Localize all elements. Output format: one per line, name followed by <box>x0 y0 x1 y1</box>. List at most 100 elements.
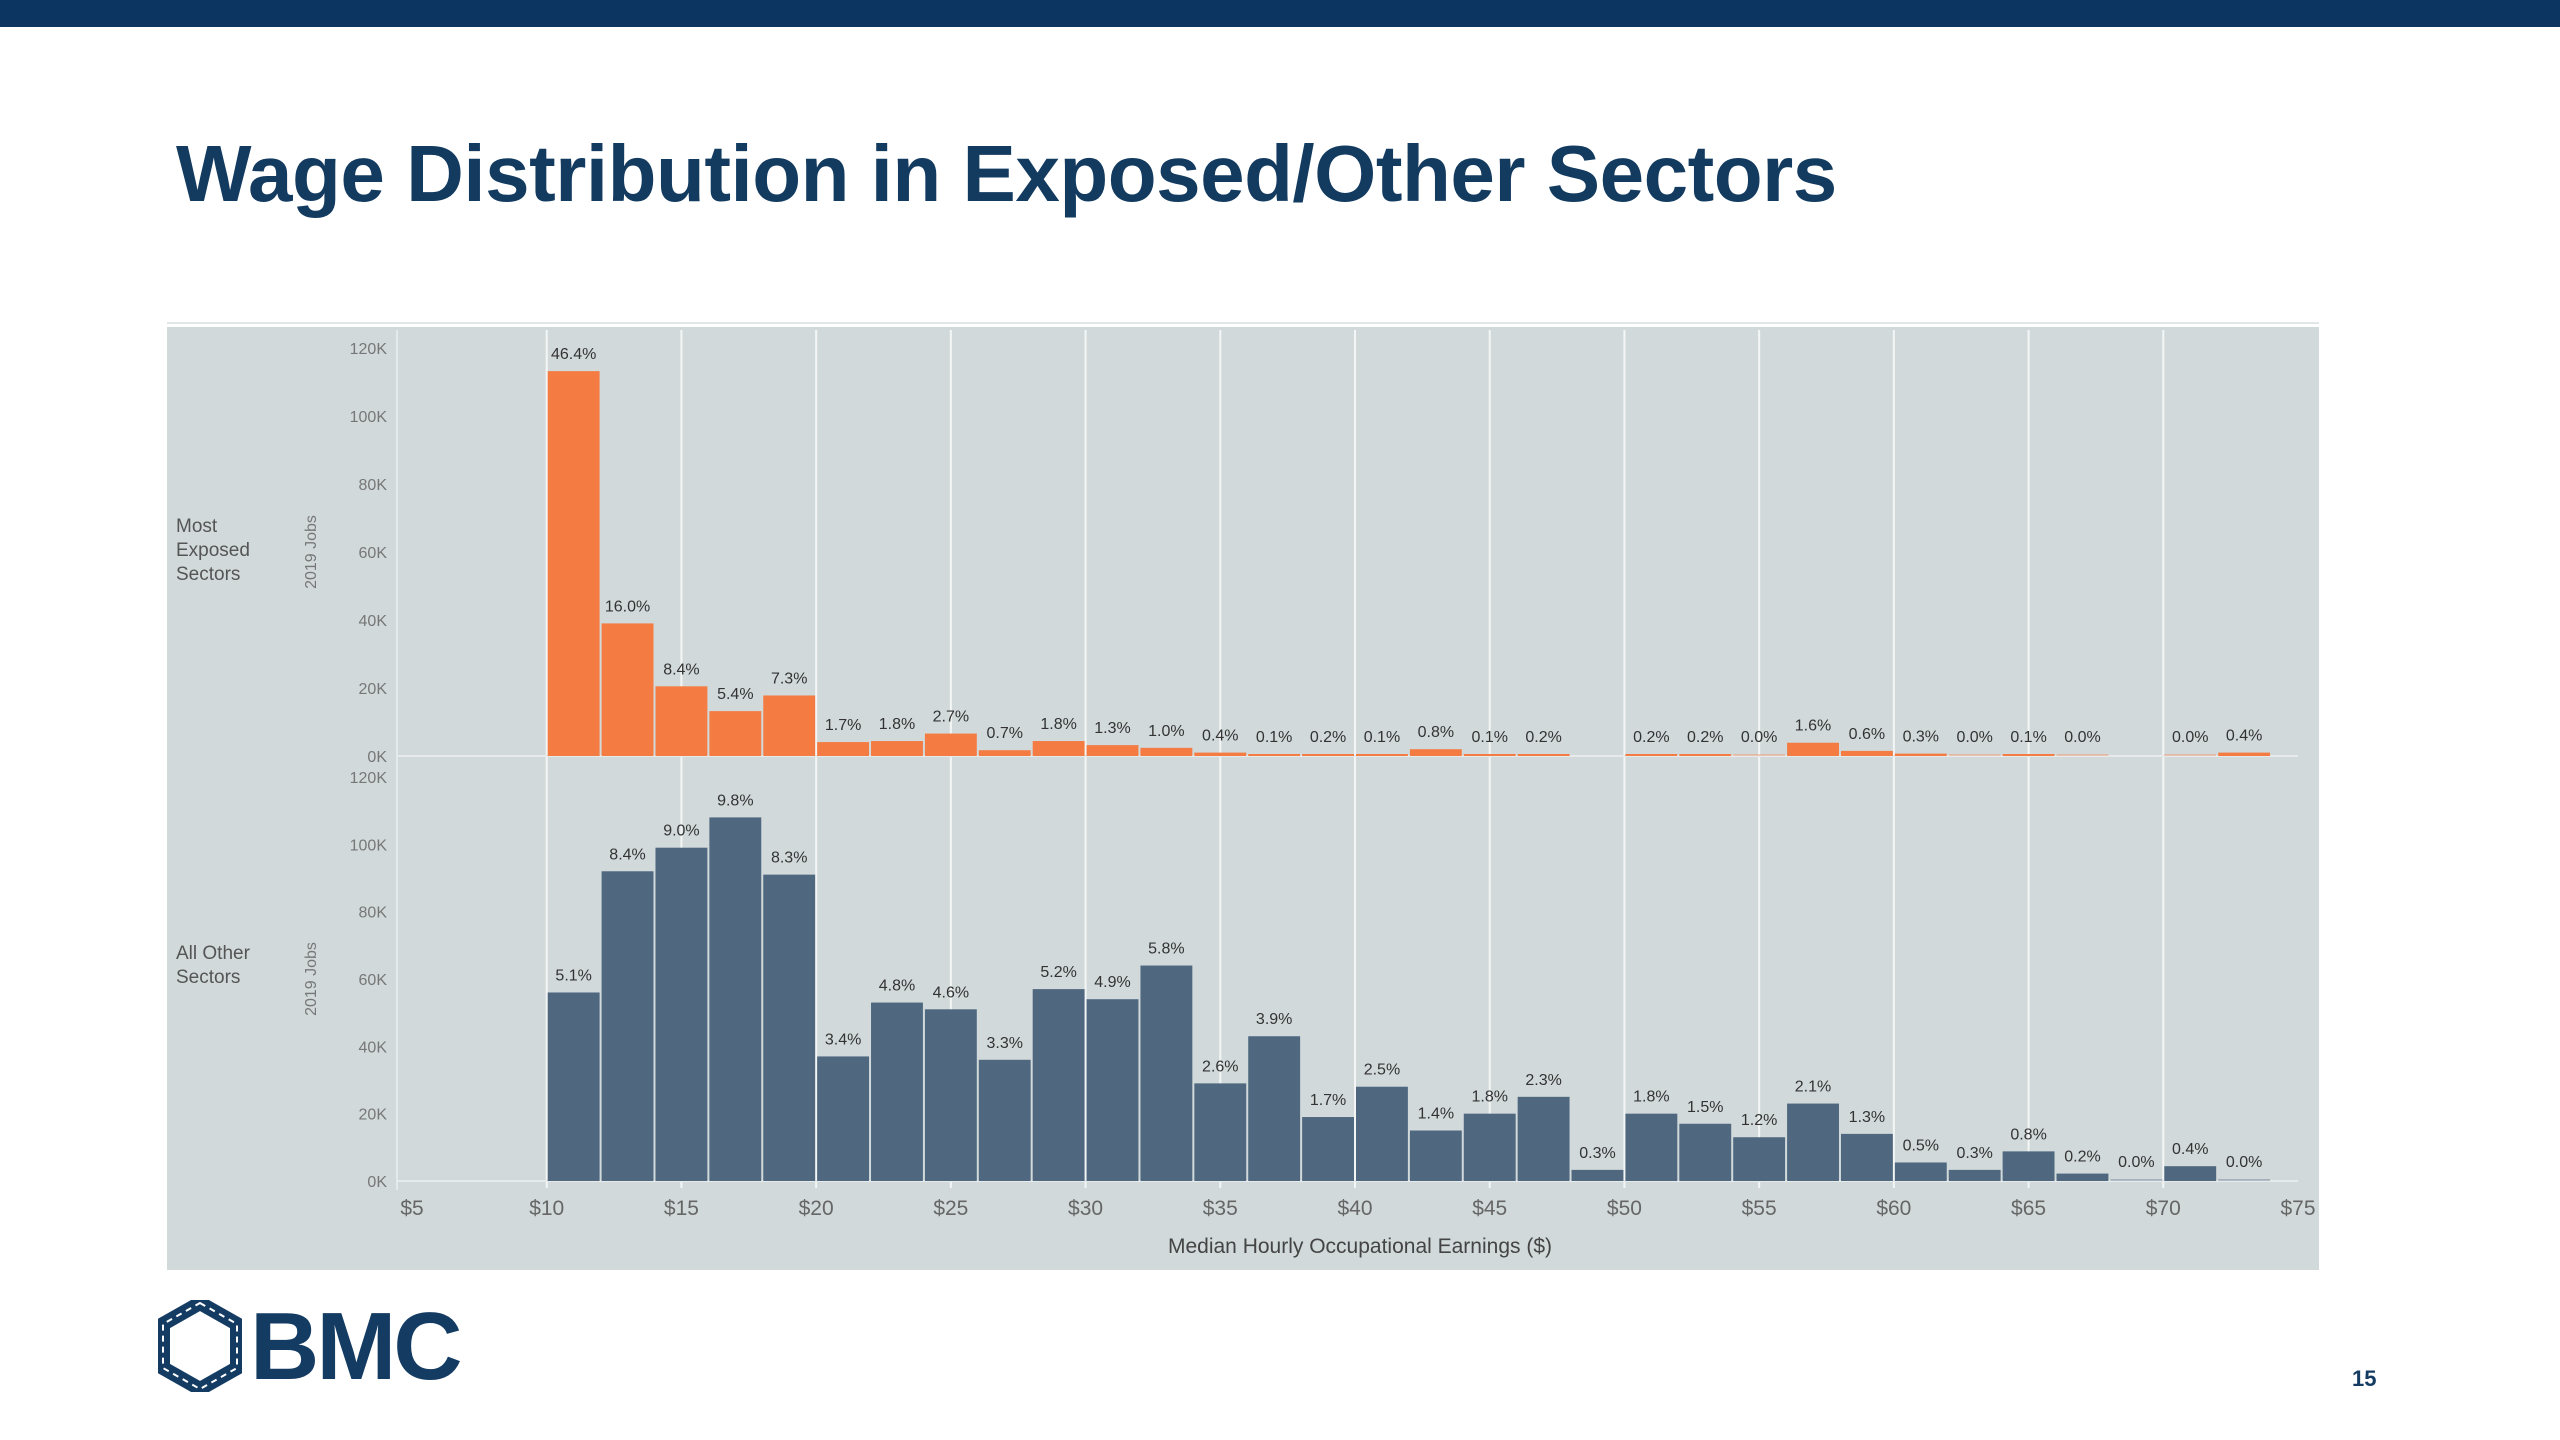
y-axis-label: 2019 Jobs <box>303 515 320 589</box>
bar <box>1517 754 1570 756</box>
x-tick-label: $55 <box>1742 1197 1777 1220</box>
bar <box>547 992 600 1181</box>
bar <box>1517 1096 1570 1181</box>
y-tick-label: 20K <box>359 681 388 698</box>
bar <box>2218 1179 2271 1181</box>
data-label: 0.0% <box>2226 1154 2262 1171</box>
bar <box>817 1056 870 1181</box>
bar <box>2002 1151 2055 1181</box>
row-label: All Other Sectors <box>176 943 251 988</box>
bar <box>1679 1123 1732 1181</box>
x-tick-label: $25 <box>933 1197 968 1220</box>
x-tick-label: $65 <box>2011 1197 2046 1220</box>
bar <box>1356 754 1408 756</box>
data-label: 0.6% <box>1849 726 1885 743</box>
bar <box>2002 754 2055 756</box>
data-label: 3.3% <box>987 1035 1023 1052</box>
bar <box>1248 1036 1301 1181</box>
x-tick-label: $5 <box>400 1197 423 1220</box>
bar <box>1409 1130 1462 1181</box>
bar <box>763 874 816 1181</box>
x-tick-label: $15 <box>664 1197 699 1220</box>
data-label: 0.3% <box>1956 1145 1992 1162</box>
data-label: 0.0% <box>1956 729 1992 746</box>
bar <box>1948 1169 2001 1181</box>
data-label: 1.3% <box>1849 1109 1885 1126</box>
data-label: 1.7% <box>1310 1092 1346 1109</box>
data-label: 1.3% <box>1094 720 1130 737</box>
bar <box>1032 989 1085 1181</box>
y-tick-label: 80K <box>359 477 388 494</box>
data-label: 1.8% <box>1471 1089 1507 1106</box>
bar <box>2110 1179 2163 1181</box>
data-label: 0.2% <box>1310 729 1346 746</box>
bar <box>1571 1169 1624 1181</box>
data-label: 0.4% <box>2172 1141 2208 1158</box>
bar <box>601 623 654 756</box>
data-label: 1.0% <box>1148 723 1184 740</box>
x-tick-label: $20 <box>799 1197 834 1220</box>
data-label: 0.0% <box>2064 729 2100 746</box>
data-label: 2.1% <box>1795 1079 1831 1096</box>
bar <box>1787 1103 1839 1181</box>
data-label: 0.1% <box>2010 729 2046 746</box>
bar <box>1625 754 1678 756</box>
data-label: 8.3% <box>771 850 807 867</box>
row-label: Most Exposed Sectors <box>176 516 250 585</box>
bar <box>1409 749 1462 756</box>
data-label: 2.7% <box>933 709 969 726</box>
data-label: 0.2% <box>1633 729 1669 746</box>
bar <box>1840 1133 1893 1181</box>
bar <box>1086 999 1139 1181</box>
bar <box>1679 754 1732 756</box>
data-label: 4.6% <box>933 984 969 1001</box>
data-label: 0.0% <box>1741 729 1777 746</box>
bar <box>1894 753 1947 756</box>
bar <box>978 750 1031 756</box>
bar <box>924 733 977 756</box>
data-label: 8.4% <box>663 661 699 678</box>
data-label: 2.5% <box>1364 1062 1400 1079</box>
bar <box>871 1002 923 1181</box>
y-tick-label: 80K <box>359 905 388 922</box>
y-tick-label: 100K <box>350 409 388 426</box>
y-tick-label: 40K <box>359 1039 388 1056</box>
bar <box>817 742 870 756</box>
bar <box>1140 747 1193 756</box>
y-tick-label: 0K <box>367 749 387 766</box>
data-label: 0.4% <box>1202 728 1238 745</box>
bar <box>871 741 923 756</box>
bmc-logo: BMC <box>158 1293 468 1400</box>
x-tick-label: $60 <box>1876 1197 1911 1220</box>
bar <box>1787 742 1839 756</box>
bmc-hexagon-icon <box>158 1300 242 1392</box>
data-label: 0.7% <box>987 725 1023 742</box>
data-label: 8.4% <box>609 846 645 863</box>
bar <box>2164 754 2217 756</box>
slide-title: Wage Distribution in Exposed/Other Secto… <box>176 129 1837 218</box>
bar <box>1086 745 1139 756</box>
x-tick-label: $40 <box>1337 1197 1372 1220</box>
header-bar <box>0 0 2560 27</box>
bar <box>2056 1173 2109 1181</box>
y-axis-label: 2019 Jobs <box>303 942 320 1016</box>
data-label: 0.8% <box>2010 1126 2046 1143</box>
data-label: 1.8% <box>1040 716 1076 733</box>
y-tick-label: 120K <box>350 341 388 358</box>
y-tick-label: 20K <box>359 1107 388 1124</box>
bar <box>1356 1086 1408 1181</box>
bar <box>1894 1162 1947 1181</box>
data-label: 1.8% <box>879 716 915 733</box>
bar <box>924 1009 977 1181</box>
y-tick-label: 60K <box>359 972 388 989</box>
data-label: 0.8% <box>1418 724 1454 741</box>
bar <box>1948 754 2001 756</box>
y-tick-label: 60K <box>359 545 388 562</box>
bar <box>1194 752 1247 756</box>
data-label: 7.3% <box>771 670 807 687</box>
data-label: 5.8% <box>1148 941 1184 958</box>
bar <box>655 686 708 756</box>
data-label: 9.0% <box>663 823 699 840</box>
data-label: 16.0% <box>605 598 650 615</box>
data-label: 0.0% <box>2118 1154 2154 1171</box>
